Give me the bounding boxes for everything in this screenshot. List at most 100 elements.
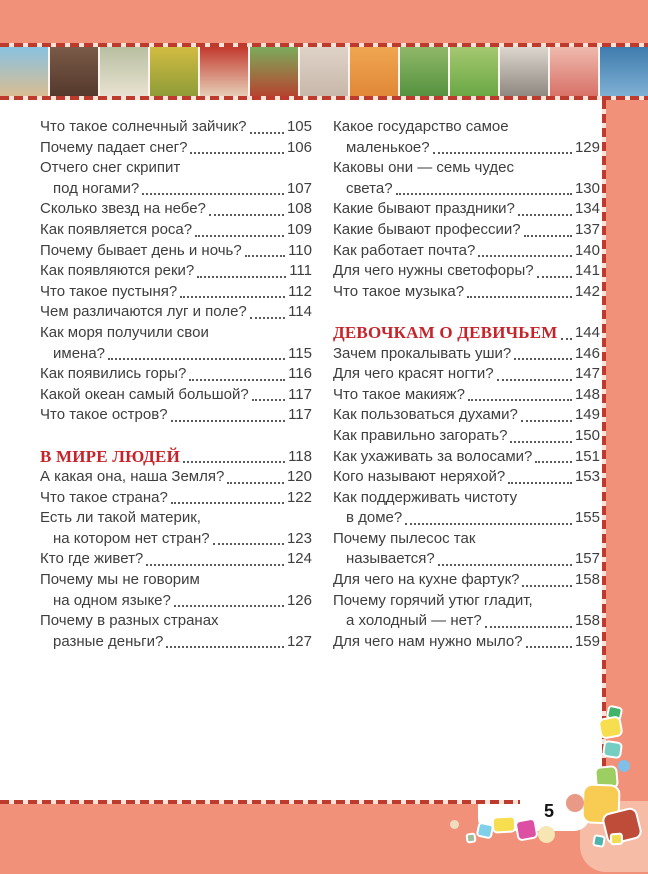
- dot-leader: [395, 193, 572, 196]
- page-number: 5: [543, 801, 554, 821]
- entry-title: Какие бывают профессии?: [333, 220, 521, 238]
- entry-title: Как работает почта?: [333, 241, 476, 259]
- toc-entry-line: на одном языке? 126: [40, 591, 312, 612]
- deco-salmon-circle: [566, 794, 584, 812]
- toc-entry-line: Кто где живет? 124: [40, 549, 312, 570]
- section-heading: ДЕВОЧКАМ О ДЕВИЧЬЕМ 144: [333, 323, 600, 344]
- photo-girl-white-dress-garden: [100, 47, 148, 96]
- entry-page-number: 107: [286, 179, 312, 197]
- entry-title: Какое государство самое: [333, 118, 509, 135]
- entry-title: Есть ли такой материк,: [40, 509, 201, 527]
- dot-leader: [522, 584, 572, 587]
- toc-entry-line: Как правильно загорать? 150: [333, 426, 600, 447]
- dot-leader: [514, 358, 572, 361]
- entry-title: Как пользоваться духами?: [333, 406, 518, 424]
- entry-page-number: 146: [574, 344, 600, 362]
- entry-page-number: 124: [286, 550, 312, 568]
- photo-toddler-pale-outfit: [300, 47, 348, 96]
- photo-girl-pink-checked: [550, 47, 598, 96]
- deco-cream-circle: [538, 826, 555, 843]
- photo-girl-red-cart-lawn: [250, 47, 298, 96]
- entry-title: Что такое страна?: [40, 488, 168, 506]
- dot-leader: [517, 213, 572, 216]
- entry-page-number: 117: [288, 385, 312, 403]
- toc-column: Что такое солнечный зайчик? 105 Почему пад…: [40, 117, 312, 652]
- entry-page-number: 106: [286, 138, 312, 156]
- entry-title: Для чего красят ногти?: [333, 365, 494, 383]
- photo-blonde-girl-red-flowers: [200, 47, 248, 96]
- entry-title: Кого называют неряхой?: [333, 468, 506, 486]
- entry-page-number: 111: [289, 262, 312, 280]
- toc-entry-line: Как работает почта? 140: [333, 241, 600, 262]
- toc-entry-line: Каковы они — семь чудес: [333, 158, 600, 179]
- entry-title: Как поддерживать чистоту: [333, 488, 518, 506]
- entry-page-number: 118: [288, 447, 312, 465]
- dot-leader: [525, 646, 572, 649]
- photo-girl-orange-portrait: [350, 47, 398, 96]
- dot-leader: [484, 625, 572, 628]
- toc-entry-line: Как появились горы? 116: [40, 364, 312, 385]
- entry-title: Как появляется роса?: [40, 220, 193, 238]
- photo-girl-brown-interior: [50, 47, 98, 96]
- dot-leader: [405, 522, 572, 525]
- entry-page-number: 159: [574, 632, 600, 650]
- entry-page-number: 115: [288, 344, 312, 362]
- toc-entry-line: Почему пылесос так: [333, 529, 600, 550]
- toc-entry-line: Почему мы не говорим: [40, 570, 312, 591]
- toc-entry-line: Как появляется роса? 109: [40, 220, 312, 241]
- entry-title: Отчего снег скрипит: [40, 159, 181, 177]
- entry-page-number: 141: [574, 262, 600, 280]
- toc-entry-line: Есть ли такой материк,: [40, 508, 312, 529]
- dot-leader: [183, 461, 286, 464]
- entry-page-number: 120: [286, 468, 312, 486]
- toc-entry-line: света? 130: [333, 179, 600, 200]
- dot-leader: [212, 543, 284, 546]
- entry-page-number: 134: [574, 200, 600, 218]
- entry-page-number: 116: [288, 365, 312, 383]
- entry-page-number: 158: [574, 612, 600, 630]
- entry-title: Зачем прокалывать уши?: [333, 344, 512, 362]
- toc-entry-line: Что такое страна? 122: [40, 488, 312, 509]
- section-heading: В МИРЕ ЛЮДЕЙ 118: [40, 447, 312, 468]
- toc-entry-line: под ногами? 107: [40, 179, 312, 200]
- toc-entry-line: Для чего на кухне фартук? 158: [333, 570, 600, 591]
- entry-page-number: 140: [574, 241, 600, 259]
- entry-title: на одном языке?: [53, 591, 171, 609]
- dot-leader: [467, 399, 572, 402]
- entry-title: Почему мы не говорим: [40, 571, 200, 589]
- photo-girl-toy-bike-beach: [0, 47, 48, 96]
- dot-leader: [227, 481, 284, 484]
- dot-leader: [142, 193, 284, 196]
- toc-entry-line: Что такое музыка? 142: [333, 282, 600, 303]
- entry-page-number: 155: [574, 509, 600, 527]
- filmstrip-bottom-dashed-border: [0, 96, 648, 100]
- toc-entry-line: имена? 115: [40, 344, 312, 365]
- entry-page-number: 157: [574, 550, 600, 568]
- toc-entry-line: А какая она, наша Земля? 120: [40, 467, 312, 488]
- entry-title: Как ухаживать за волосами?: [333, 447, 533, 465]
- entry-page-number: 150: [574, 426, 600, 444]
- dot-leader: [560, 337, 572, 340]
- content-sheet: [0, 100, 604, 803]
- toc-entry-line: Почему горячий утюг гладит,: [333, 591, 600, 612]
- entry-title: ДЕВОЧКАМ О ДЕВИЧЬЕМ: [333, 322, 558, 342]
- entry-page-number: 149: [574, 406, 600, 424]
- toc-entry-line: Что такое солнечный зайчик? 105: [40, 117, 312, 138]
- entry-page-number: 158: [574, 571, 600, 589]
- entry-page-number: 153: [574, 468, 600, 486]
- toc-entry-line: а холодный — нет? 158: [333, 611, 600, 632]
- photo-filmstrip: [0, 47, 648, 96]
- entry-title: Какие бывают праздники?: [333, 200, 515, 218]
- toc-entry-line: Как поддерживать чистоту: [333, 488, 600, 509]
- dot-leader: [535, 461, 572, 464]
- entry-title: Что такое музыка?: [333, 282, 465, 300]
- entry-page-number: 144: [574, 323, 600, 341]
- entry-title: Почему в разных странах: [40, 612, 219, 630]
- dot-leader: [251, 399, 286, 402]
- entry-title: Сколько звезд на небе?: [40, 200, 206, 218]
- dot-leader: [432, 152, 572, 155]
- entry-title: имена?: [53, 344, 106, 362]
- toc-entry-line: маленькое? 129: [333, 138, 600, 159]
- dot-leader: [189, 378, 286, 381]
